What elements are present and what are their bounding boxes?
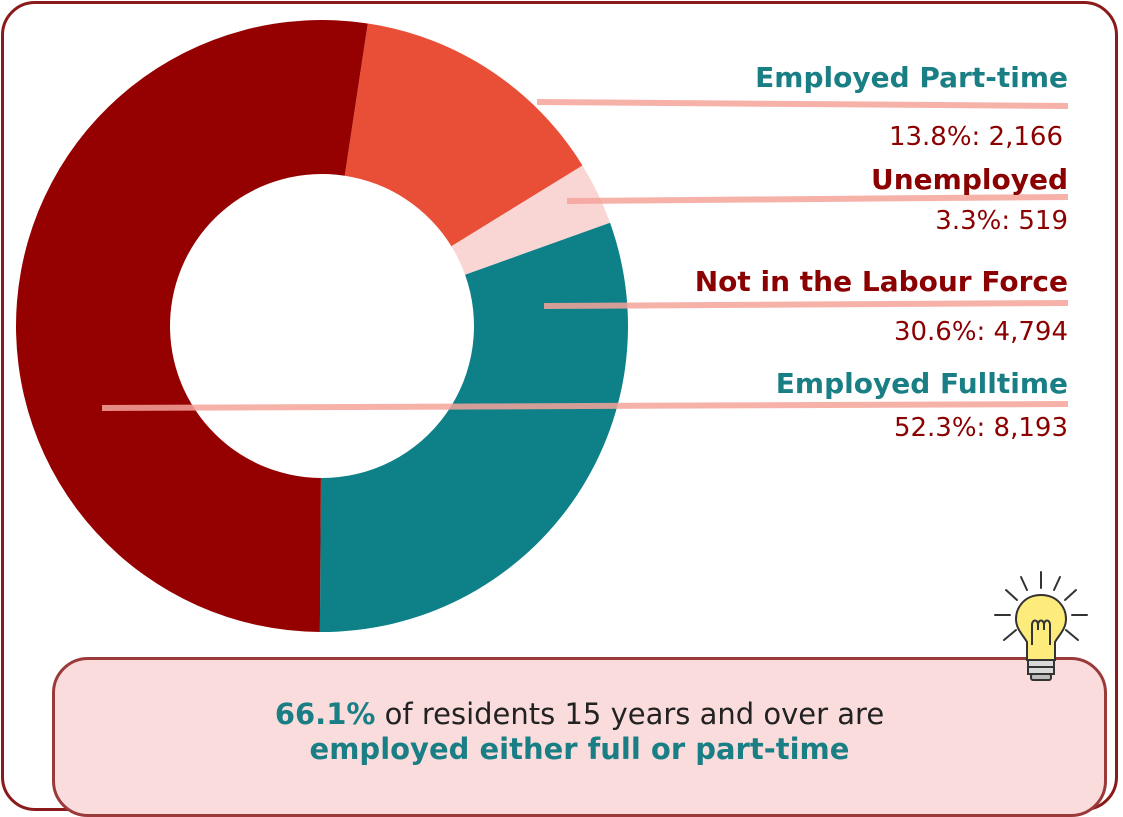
leader-employed-fulltime [101,401,1069,411]
slice-unemployed [451,165,611,275]
summary-highlight: 66.1% [274,697,376,731]
label-employed-fulltime: Employed Fulltime [775,367,1068,400]
summary-emphasis: employed either full or part-time [309,732,850,766]
label-employed-part-time: Employed Part-time [755,61,1068,94]
slice-employed-fulltime [16,20,368,632]
label-unemployed: Unemployed [871,163,1068,196]
donut-chart [16,20,1069,632]
label-not-in-labour-force: Not in the Labour Force [694,265,1068,298]
leader-employed-part-time [536,99,1069,109]
summary-text: 66.1% of residents 15 years and over are… [55,697,1104,767]
value-unemployed: 3.3%: 519 [935,206,1068,236]
lightbulb-icon [994,571,1088,681]
slice-employed-part-time [344,23,583,247]
value-employed-part-time: 13.8%: 2,166 [888,122,1063,152]
summary-callout: 66.1% of residents 15 years and over are… [52,657,1107,817]
leader-unemployed [566,194,1069,204]
leader-not-in-labour-force [543,300,1069,309]
slice-not-in-labour-force [319,222,629,632]
value-not-in-labour-force: 30.6%: 4,794 [893,317,1068,347]
summary-body: of residents 15 years and over are [375,697,885,731]
value-employed-fulltime: 52.3%: 8,193 [893,413,1068,443]
